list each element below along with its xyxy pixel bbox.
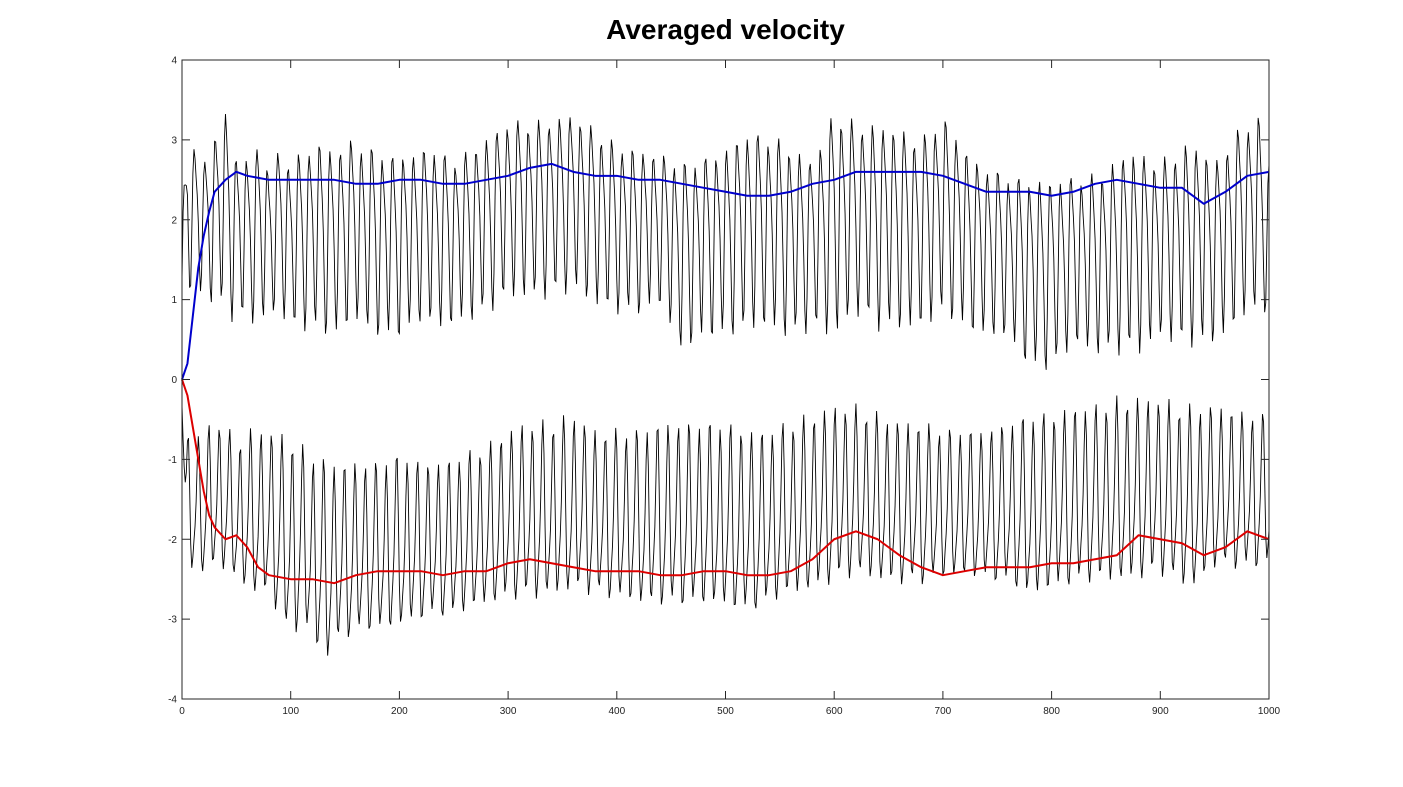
x-tick-label: 0 [179,706,185,717]
chart-title: Averaged velocity [606,14,845,45]
y-tick-label: 4 [171,56,177,67]
averaged-line-red [181,379,1270,585]
x-tick-label: 800 [1043,706,1060,717]
y-tick-label: -3 [168,615,177,626]
averaged-line-blue [181,162,1270,380]
plot-frame [181,59,1270,700]
x-tick-label: 600 [826,706,843,717]
y-tick-label: -4 [168,695,177,706]
x-tick-label: 900 [1152,706,1169,717]
y-tick-label: 3 [171,135,177,146]
y-tick-label: 1 [171,295,177,306]
averaged-lines-layer [181,162,1270,585]
raw-signal-layer [181,114,1270,656]
x-tick-label: 100 [282,706,299,717]
y-tick-label: 2 [171,215,177,226]
x-tick-label: 300 [500,706,517,717]
x-tick-label: 400 [608,706,625,717]
x-tick-label: 200 [391,706,408,717]
axis-ticks-layer: 0 100 200 300 400 500 600 700 800 900 1000 4 3 2 1 0 -1 -… [168,56,1280,718]
x-tick-label: 500 [717,706,734,717]
y-tick-label: 0 [171,375,177,386]
raw-signal-upper-line [181,114,1270,370]
x-tick-label: 700 [935,706,952,717]
raw-signal-lower-line [181,395,1270,656]
y-tick-label: -2 [168,535,177,546]
x-tick-label: 1000 [1258,706,1281,717]
y-tick-label: -1 [168,455,177,466]
